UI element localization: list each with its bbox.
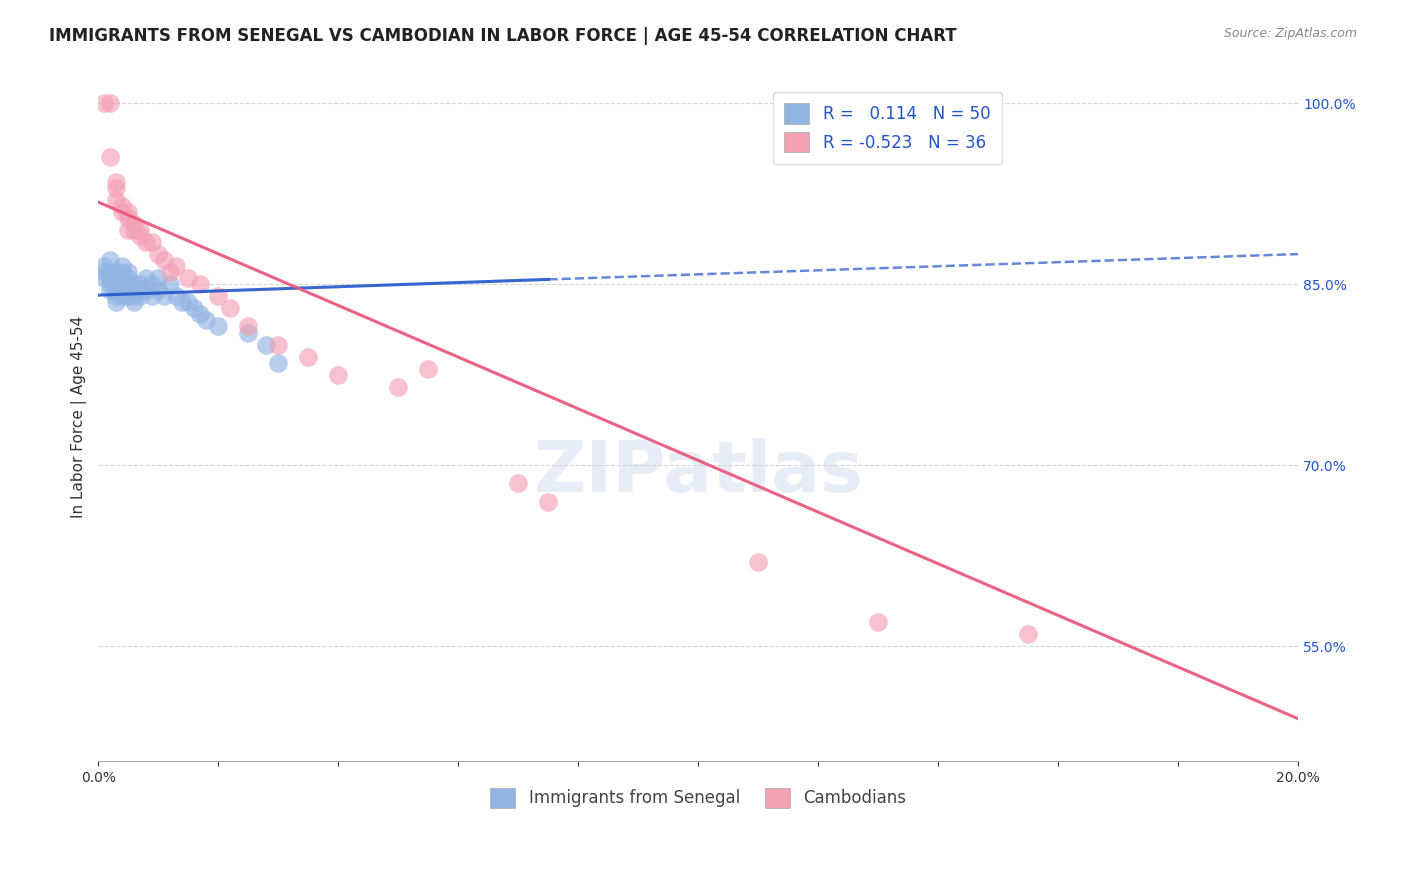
Point [148, 247, 170, 261]
Point [98, 271, 121, 285]
Point [159, 265, 181, 279]
Point [105, 289, 128, 303]
Legend: Immigrants from Senegal, Cambodians: Immigrants from Senegal, Cambodians [484, 781, 912, 814]
Point [117, 271, 139, 285]
Point [207, 289, 229, 303]
Point [105, 265, 128, 279]
Point [105, 295, 128, 310]
Point [111, 204, 134, 219]
Point [177, 271, 200, 285]
Point [188, 277, 211, 292]
Point [177, 295, 200, 310]
Point [387, 380, 409, 394]
Point [141, 289, 163, 303]
Point [111, 271, 134, 285]
Point [124, 277, 146, 292]
Point [124, 289, 146, 303]
Point [219, 301, 242, 316]
Point [111, 259, 134, 273]
Point [98, 151, 121, 165]
Point [105, 175, 128, 189]
Point [172, 295, 194, 310]
Point [135, 235, 157, 249]
Point [93, 265, 115, 279]
Point [165, 289, 187, 303]
Point [297, 350, 319, 364]
Point [183, 301, 205, 316]
Point [98, 277, 121, 292]
Point [238, 319, 260, 334]
Point [105, 193, 128, 207]
Point [117, 289, 139, 303]
Point [153, 289, 176, 303]
Point [207, 319, 229, 334]
Point [117, 277, 139, 292]
Point [93, 259, 115, 273]
Point [93, 271, 115, 285]
Point [105, 277, 128, 292]
Point [238, 326, 260, 340]
Point [117, 204, 139, 219]
Point [537, 494, 560, 508]
Point [508, 476, 530, 491]
Point [124, 283, 146, 297]
Point [267, 356, 290, 370]
Point [117, 283, 139, 297]
Point [135, 271, 157, 285]
Point [328, 368, 350, 382]
Point [93, 96, 115, 111]
Text: IMMIGRANTS FROM SENEGAL VS CAMBODIAN IN LABOR FORCE | AGE 45-54 CORRELATION CHAR: IMMIGRANTS FROM SENEGAL VS CAMBODIAN IN … [49, 27, 957, 45]
Point [124, 223, 146, 237]
Point [105, 180, 128, 194]
Point [111, 199, 134, 213]
Point [141, 235, 163, 249]
Point [153, 253, 176, 268]
Point [117, 211, 139, 225]
Point [747, 555, 769, 569]
Point [129, 277, 152, 292]
Point [111, 289, 134, 303]
Point [165, 259, 187, 273]
Point [111, 277, 134, 292]
Text: ZIPatlas: ZIPatlas [533, 438, 863, 507]
Point [129, 229, 152, 244]
Point [159, 277, 181, 292]
Point [98, 253, 121, 268]
Point [195, 313, 218, 327]
Point [129, 283, 152, 297]
Point [105, 271, 128, 285]
Point [1017, 627, 1039, 641]
Point [111, 283, 134, 297]
Point [868, 615, 890, 630]
Point [141, 277, 163, 292]
Point [111, 265, 134, 279]
Point [129, 289, 152, 303]
Point [129, 223, 152, 237]
Point [148, 283, 170, 297]
Point [98, 283, 121, 297]
Point [254, 337, 277, 351]
Point [267, 337, 290, 351]
Y-axis label: In Labor Force | Age 45-54: In Labor Force | Age 45-54 [72, 316, 87, 518]
Point [135, 283, 157, 297]
Point [418, 361, 440, 376]
Point [105, 283, 128, 297]
Text: Source: ZipAtlas.com: Source: ZipAtlas.com [1223, 27, 1357, 40]
Point [117, 223, 139, 237]
Point [124, 217, 146, 231]
Point [117, 265, 139, 279]
Point [98, 265, 121, 279]
Point [188, 307, 211, 321]
Point [124, 295, 146, 310]
Point [148, 271, 170, 285]
Point [98, 96, 121, 111]
